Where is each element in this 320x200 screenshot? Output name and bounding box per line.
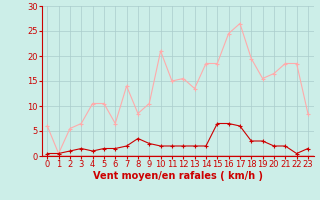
X-axis label: Vent moyen/en rafales ( km/h ): Vent moyen/en rafales ( km/h ) <box>92 171 263 181</box>
